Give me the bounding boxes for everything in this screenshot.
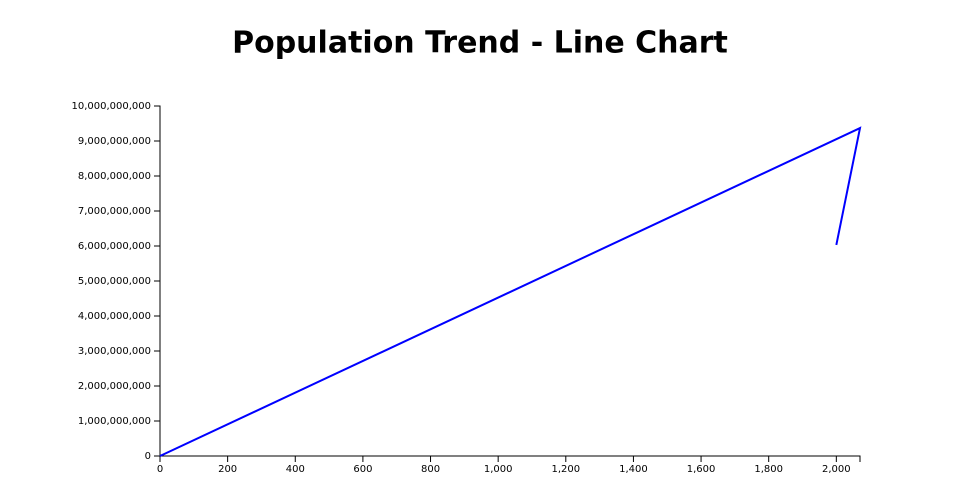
x-tick-label: 1,400 — [619, 464, 648, 475]
x-tick-label: 800 — [421, 464, 440, 475]
x-tick-label: 0 — [157, 464, 163, 475]
x-axis — [159, 455, 861, 462]
x-tick-label: 1,800 — [754, 464, 783, 475]
x-tick-label: 400 — [286, 464, 305, 475]
y-tick-label: 6,000,000,000 — [78, 241, 151, 252]
x-tick-label: 600 — [353, 464, 372, 475]
x-tick-label: 1,600 — [687, 464, 716, 475]
y-tick-label: 1,000,000,000 — [78, 416, 151, 427]
x-tick-label: 200 — [218, 464, 237, 475]
chart-title: Population Trend - Line Chart — [232, 26, 728, 61]
y-tick-label: 9,000,000,000 — [78, 136, 151, 147]
y-tick-label: 10,000,000,000 — [71, 101, 151, 112]
line — [159, 126, 862, 457]
y-tick-label: 4,000,000,000 — [78, 311, 151, 322]
y-tick-label: 2,000,000,000 — [78, 381, 151, 392]
y-tick-label: 8,000,000,000 — [78, 171, 151, 182]
x-tick-label: 1,200 — [551, 464, 580, 475]
x-tick-label: 2,000 — [822, 464, 851, 475]
y-tick-label: 7,000,000,000 — [78, 206, 151, 217]
x-tick-label: 1,000 — [484, 464, 513, 475]
y-tick-label: 5,000,000,000 — [78, 276, 151, 287]
y-tick-label: 3,000,000,000 — [78, 346, 151, 357]
y-tick-label: 0 — [145, 451, 151, 462]
